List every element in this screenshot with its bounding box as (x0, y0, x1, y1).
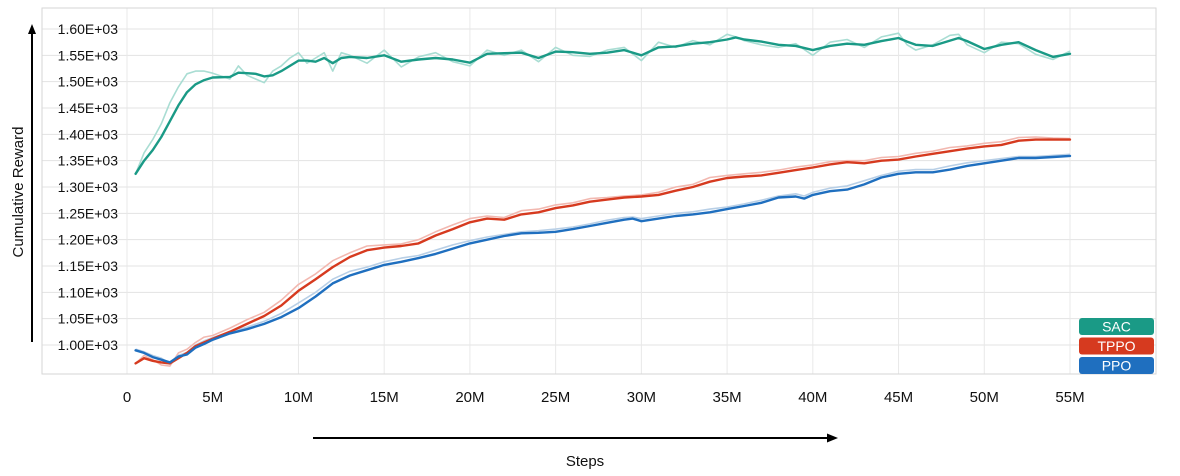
x-tick-label: 25M (541, 389, 570, 406)
x-tick-label: 45M (884, 389, 913, 406)
y-tick-label: 1.20E+03 (58, 232, 119, 248)
y-tick-label: 1.25E+03 (58, 205, 119, 221)
x-tick-label: 10M (284, 389, 313, 406)
legend-swatch-sac (1079, 318, 1154, 335)
x-tick-label: 30M (627, 389, 656, 406)
y-axis-arrowhead (28, 24, 36, 34)
x-tick-label: 55M (1055, 389, 1084, 406)
x-tick-label: 15M (370, 389, 399, 406)
legend-label-ppo: PPO (1102, 358, 1132, 374)
x-axis-title: Steps (566, 453, 604, 470)
smoothed-series-lines (134, 36, 1072, 365)
tppo-line (134, 138, 1072, 365)
y-tick-label: 1.45E+03 (58, 100, 119, 116)
y-tick-label: 1.15E+03 (58, 258, 119, 274)
legend: SAC TPPO PPO (1079, 318, 1154, 374)
x-tick-label: 0 (123, 389, 131, 406)
x-tick-label: 5M (202, 389, 223, 406)
x-tick-label: 50M (970, 389, 999, 406)
legend-swatch-tppo (1079, 337, 1154, 355)
y-tick-label: 1.50E+03 (58, 74, 119, 90)
x-axis-ticks: 0 5M 10M 15M 20M 25M 30M 35M 40M 45M 50M 55M (123, 389, 1085, 406)
y-tick-label: 1.30E+03 (58, 179, 119, 195)
plot-frame (41, 7, 1157, 375)
legend-label-sac: SAC (1102, 319, 1131, 335)
x-tick-label: 20M (455, 389, 484, 406)
legend-swatch-ppo (1079, 357, 1154, 374)
y-tick-label: 1.60E+03 (58, 21, 119, 37)
tppo-raw-line (135, 136, 1071, 367)
y-tick-label: 1.00E+03 (58, 337, 119, 353)
y-tick-label: 1.35E+03 (58, 153, 119, 169)
x-axis-arrowhead (827, 433, 838, 443)
y-tick-label: 1.05E+03 (58, 311, 119, 327)
y-tick-label: 1.10E+03 (58, 284, 119, 300)
legend-label-tppo: TPPO (1097, 338, 1135, 354)
sac-line (134, 36, 1072, 176)
y-tick-label: 1.40E+03 (58, 126, 119, 142)
grid (42, 8, 1156, 374)
plot-background (42, 8, 1156, 374)
y-tick-label: 1.55E+03 (58, 47, 119, 63)
x-tick-label: 40M (798, 389, 827, 406)
x-tick-label: 35M (712, 389, 741, 406)
y-axis-ticks: 1.00E+03 1.05E+03 1.10E+03 1.15E+03 1.20E+03… (58, 21, 119, 353)
y-axis-title: Cumulative Reward (10, 127, 27, 258)
ppo-line (134, 154, 1072, 364)
